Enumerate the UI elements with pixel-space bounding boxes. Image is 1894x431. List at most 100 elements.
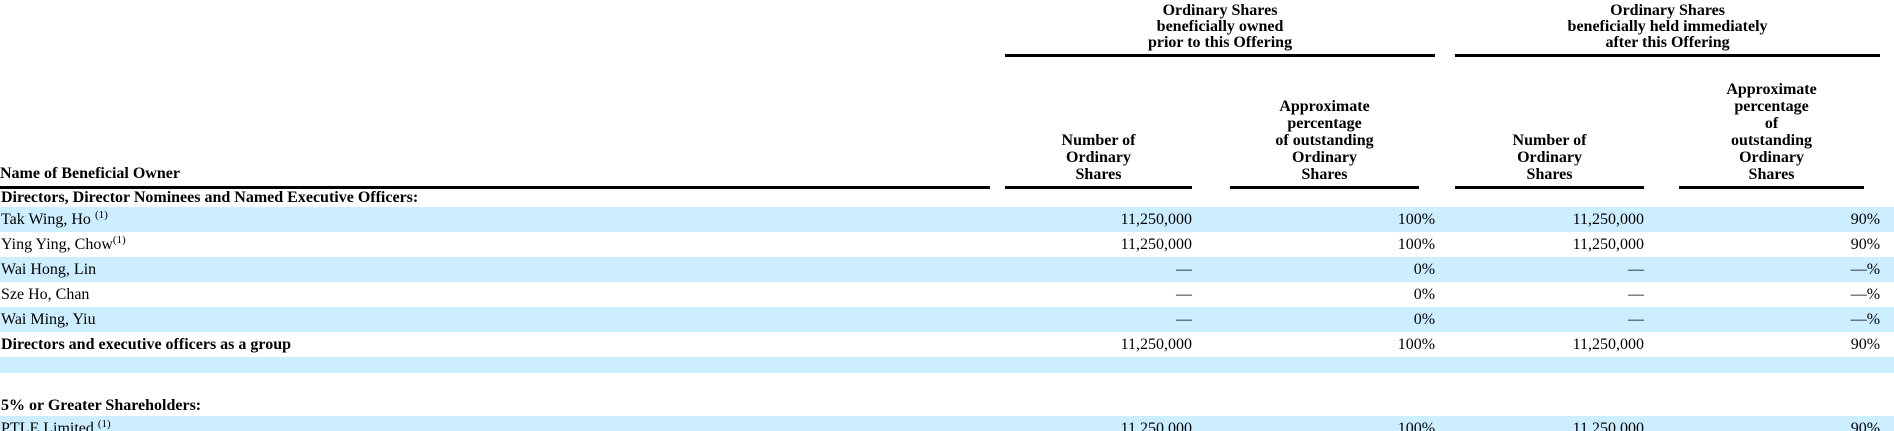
shares-prior-value: 11,250,000 [1120,210,1192,228]
footnote-marker: (1) [97,417,111,430]
name-column-header: Name of Beneficial Owner [0,55,990,189]
percentage-prior-value: 0% [1413,310,1436,328]
percentage-prior-value: 0% [1413,285,1436,303]
header-spacer [990,55,1005,187]
column-gap [1192,307,1230,332]
column-gap [1644,257,1679,282]
group-header-margin [1880,0,1894,55]
column-gap [1644,282,1679,307]
owner-name: Tak Wing, Ho (1) [1,208,108,228]
percentage-prior-value: 100% [1397,210,1436,228]
percentage-prior-value: 100% [1397,335,1436,353]
group-header-spacer [0,0,1005,55]
table-row: Wai Hong, Lin — 0% — —% [0,257,1894,282]
column-gap [1644,232,1679,257]
table-row: Tak Wing, Ho (1) 11,250,000 100% 11,250,000… [0,207,1894,232]
shares-after-value: — [1628,285,1645,303]
owner-name: Sze Ho, Chan [1,285,90,303]
footnote-marker: (1) [112,233,126,246]
shares-after-value: 11,250,000 [1572,210,1645,228]
row-margin [1880,207,1894,232]
column-gap [1435,416,1455,431]
column-header-percentage-prior: Approximate percentage of outstanding Or… [1230,55,1419,189]
owner-name: Directors and executive officers as a gr… [1,335,292,353]
column-gap [1644,307,1679,332]
table-row [0,357,1894,373]
percentage-after-value: —% [1850,285,1881,303]
row-margin [1880,332,1894,357]
column-gap [1192,257,1230,282]
column-header-row: Name of Beneficial Owner Number of Ordin… [0,55,1894,189]
percentage-after-value: 90% [1850,235,1881,253]
shares-after-value: 11,250,000 [1572,419,1645,431]
column-gap [1192,232,1230,257]
column-gap [1644,207,1679,232]
table-row: PTLE Limited (1) 11,250,000 100% 11,250,000… [0,416,1894,431]
owner-name: Wai Hong, Lin [1,260,97,278]
shares-prior-value: — [1176,260,1192,278]
row-margin [1880,232,1894,257]
row-margin [1880,307,1894,332]
header-suffix-spacer [1864,55,1880,187]
column-gap [1192,282,1230,307]
row-margin [1880,257,1894,282]
percentage-after-value: 90% [1850,419,1881,431]
row-margin [1880,416,1894,431]
table-row: Wai Ming, Yiu — 0% — —% [0,307,1894,332]
percentage-after-value: —% [1850,310,1881,328]
shares-prior-value: 11,250,000 [1120,335,1192,353]
column-gap [1435,307,1455,332]
percentage-prior-value: 100% [1397,419,1436,431]
group-header-after-offering: Ordinary Shares beneficially held immedi… [1455,0,1881,57]
column-gap [1644,332,1679,357]
column-gap [1192,416,1230,431]
column-header-number-after: Number of Ordinary Shares [1455,55,1645,189]
percentage-prior-value: 100% [1397,235,1436,253]
shares-prior-value: 11,250,000 [1120,419,1192,431]
header-gap [1644,55,1679,187]
owner-name: Ying Ying, Chow(1) [1,233,126,253]
shares-prior-value: — [1176,310,1192,328]
empty-row-filler [0,373,1894,396]
header-margin [1880,55,1894,187]
section-header-label: 5% or Greater Shareholders: [1,397,202,414]
section-header-label: Directors, Director Nominees and Named E… [1,188,419,206]
footnote-marker: (1) [94,208,108,221]
shares-after-value: — [1628,260,1645,278]
header-gap [1435,55,1455,187]
column-gap [1435,282,1455,307]
table-row: Directors, Director Nominees and Named E… [0,187,1894,207]
column-gap [1192,332,1230,357]
owner-name: Wai Ming, Yiu [1,310,96,328]
percentage-after-value: —% [1850,260,1881,278]
column-header-percentage-after: Approximate percentage of outstanding Or… [1679,55,1865,189]
percentage-after-value: 90% [1850,335,1881,353]
shares-after-value: 11,250,000 [1572,335,1645,353]
shares-prior-value: — [1176,285,1192,303]
column-gap [1435,232,1455,257]
column-gap [1192,207,1230,232]
group-header-gap [1435,0,1455,55]
percentage-prior-value: 0% [1413,260,1436,278]
shares-after-value: — [1628,310,1645,328]
owner-name: PTLE Limited (1) [1,417,111,431]
column-gap [1435,207,1455,232]
group-header-row: Ordinary Shares beneficially owned prior… [0,0,1894,57]
column-gap [1435,332,1455,357]
table-row [0,373,1894,396]
table-row: 5% or Greater Shareholders: [0,396,1894,416]
shares-after-value: 11,250,000 [1572,235,1645,253]
column-header-number-prior: Number of Ordinary Shares [1005,55,1192,189]
column-gap [1644,416,1679,431]
group-header-prior-offering: Ordinary Shares beneficially owned prior… [1005,0,1436,57]
percentage-after-value: 90% [1850,210,1881,228]
table-row: Directors and executive officers as a gr… [0,332,1894,357]
table-row: Sze Ho, Chan — 0% — —% [0,282,1894,307]
header-gap [1192,55,1230,187]
column-gap [1435,257,1455,282]
table-row: Ying Ying, Chow(1) 11,250,000 100% 11,250,0… [0,232,1894,257]
row-margin [1880,282,1894,307]
header-suffix-spacer [1419,55,1435,187]
